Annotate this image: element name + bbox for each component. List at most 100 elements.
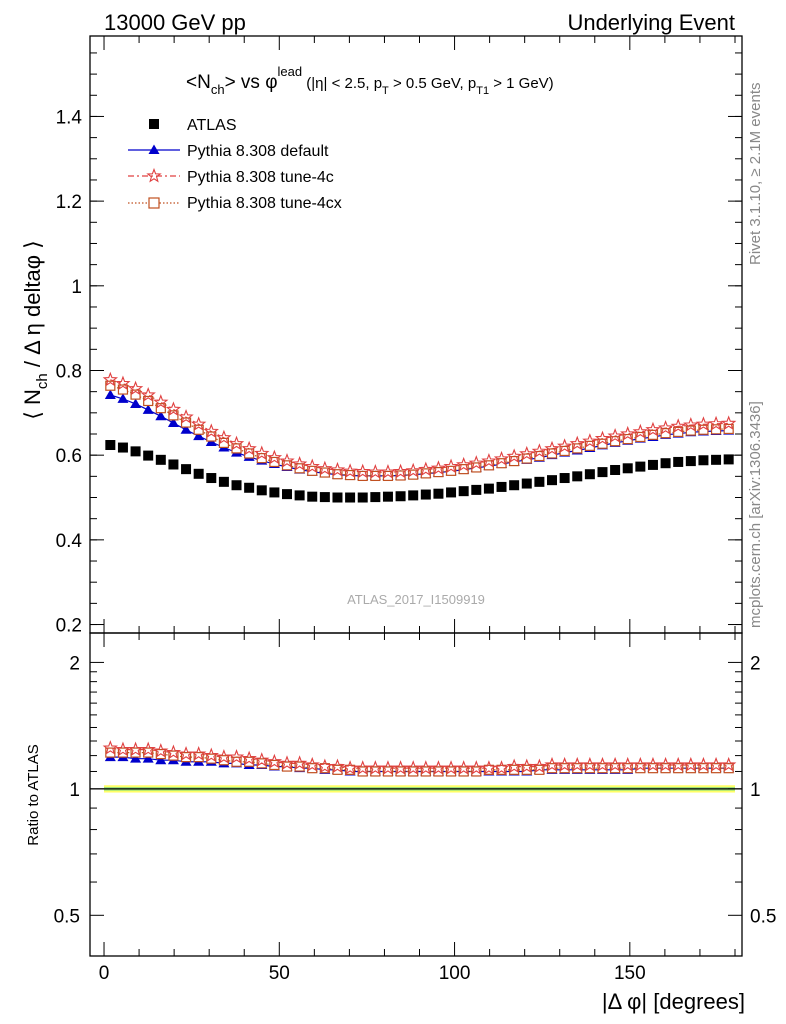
data-point-0	[294, 490, 305, 501]
data-point-0	[345, 492, 356, 503]
legend-label-tune4c: Pythia 8.308 tune-4c	[187, 169, 334, 186]
data-point-2	[556, 438, 573, 453]
ratio-point-2	[496, 764, 507, 775]
data-point-2	[228, 435, 245, 451]
ratio-point-1	[430, 760, 447, 775]
ratio-ytick-label: 1	[69, 780, 80, 801]
ratio-point-1	[304, 756, 320, 772]
data-point-0	[547, 475, 558, 486]
data-point-0	[496, 481, 507, 492]
data-point-3	[521, 453, 532, 464]
data-point-0	[395, 491, 406, 502]
data-point-2	[115, 375, 131, 391]
data-point-3	[723, 423, 734, 435]
header-left: 13000 GeV pp	[104, 10, 246, 35]
ratio-reference-band	[90, 785, 742, 793]
data-point-2	[645, 421, 661, 437]
data-point-1	[117, 393, 129, 403]
data-point-0	[143, 450, 154, 461]
data-point-0	[584, 469, 595, 480]
data-point-0	[319, 492, 330, 503]
data-point-3	[673, 426, 684, 437]
x-tick-label: 150	[614, 963, 646, 984]
data-point-3	[433, 467, 444, 478]
data-point-1	[193, 430, 205, 441]
data-point-0	[269, 487, 280, 498]
data-point-0	[471, 484, 482, 495]
data-point-0	[168, 459, 179, 470]
ratio-y-axis-label: Ratio to ATLAS	[25, 744, 42, 845]
main-y-axis-label: ⟨ Nch / Δ η deltaφ ⟩	[20, 240, 51, 419]
data-point-3	[294, 463, 305, 474]
ratio-point-2	[105, 747, 116, 758]
data-point-0	[723, 454, 734, 465]
data-point-0	[509, 480, 520, 491]
data-point-3	[597, 438, 608, 449]
data-point-2	[493, 450, 510, 466]
ratio-point-1	[544, 756, 560, 772]
data-point-0	[420, 489, 431, 500]
data-point-1	[104, 389, 116, 400]
data-point-3	[546, 448, 558, 459]
data-point-2	[594, 430, 611, 446]
ratio-point-1	[216, 749, 232, 764]
legend-entry-tune4cx: Pythia 8.308 tune-4cx	[128, 195, 342, 212]
data-point-2	[392, 463, 409, 479]
data-point-0	[711, 454, 722, 465]
data-point-0	[622, 463, 633, 474]
data-point-0	[597, 467, 608, 478]
main-ytick-label: 0.4	[56, 531, 83, 552]
data-point-0	[282, 489, 293, 500]
ratio-point-1	[317, 758, 333, 774]
ratio-series	[102, 740, 737, 777]
data-point-3	[610, 436, 621, 447]
data-point-0	[105, 440, 116, 451]
ratio-point-1	[670, 756, 686, 772]
data-point-0	[206, 473, 217, 484]
ratio-point-1	[721, 756, 737, 772]
data-point-2	[582, 433, 598, 448]
data-point-2	[531, 443, 548, 458]
data-point-2	[317, 460, 333, 476]
ratio-point-2	[231, 756, 242, 767]
data-point-0	[446, 487, 457, 498]
ratio-point-1	[203, 747, 219, 763]
data-point-2	[632, 423, 649, 439]
legend-marker-atlas	[149, 119, 159, 129]
ratio-point-1	[620, 756, 636, 772]
data-point-2	[178, 408, 194, 424]
data-point-0	[559, 473, 570, 484]
data-point-0	[117, 442, 128, 453]
data-point-3	[244, 448, 255, 459]
data-point-2	[266, 449, 283, 465]
data-point-2	[544, 440, 560, 456]
mcplots-label: mcplots.cern.ch [arXiv:1306.3436]	[747, 401, 764, 628]
ratio-point-1	[190, 746, 207, 761]
legend-marker-tune4c	[146, 167, 162, 183]
data-point-3	[483, 460, 495, 471]
ratio-point-0	[142, 753, 154, 763]
data-point-0	[382, 491, 393, 502]
data-point-3	[445, 465, 457, 476]
data-point-2	[468, 455, 484, 470]
ratio-point-1	[367, 760, 384, 775]
data-point-3	[269, 456, 280, 468]
ratio-point-1	[254, 752, 270, 767]
data-point-3	[509, 455, 520, 467]
data-point-2	[405, 462, 421, 478]
main-ytick-label: 1.2	[56, 192, 82, 213]
data-point-3	[572, 443, 583, 454]
legend-label-atlas: ATLAS	[187, 117, 237, 134]
ratio-point-1	[380, 760, 396, 775]
data-point-3	[332, 469, 343, 480]
ratio-ytick-label: 0.5	[54, 906, 80, 927]
data-point-2	[153, 394, 169, 409]
ratio-point-1	[329, 758, 346, 774]
data-point-3	[357, 470, 368, 482]
data-point-0	[256, 485, 267, 496]
main-ytick-label: 1.4	[56, 107, 83, 128]
data-point-0	[534, 476, 545, 487]
data-point-0	[332, 492, 343, 503]
data-point-2	[140, 386, 156, 402]
data-point-2	[190, 416, 207, 431]
